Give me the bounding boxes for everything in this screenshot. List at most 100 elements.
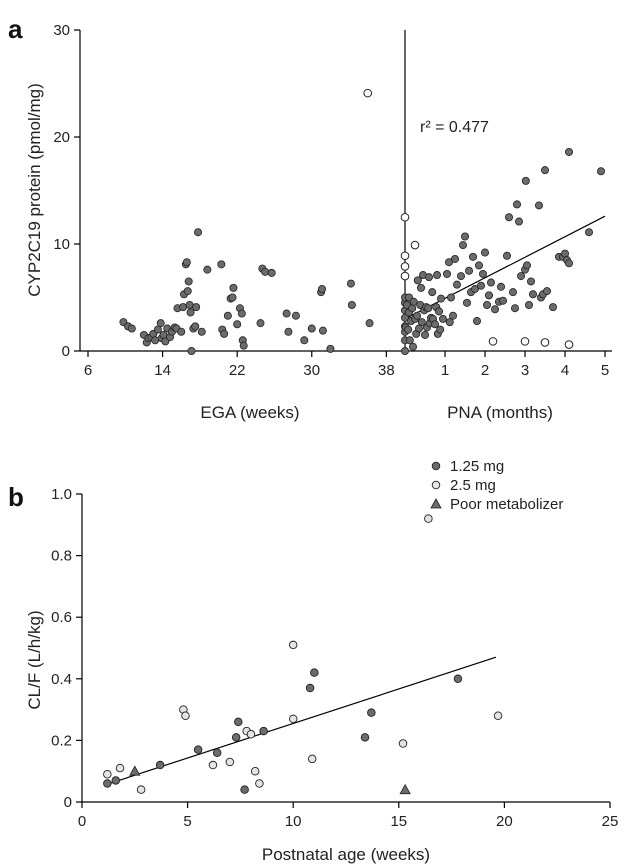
- panel-a-point: [585, 228, 594, 237]
- panel-a-x-axis-title-ega: EGA (weeks): [200, 403, 299, 422]
- panel-a-point: [502, 251, 511, 260]
- panel-a-point: [486, 278, 495, 287]
- panel-b-1-25mg-point: [360, 733, 370, 742]
- panel-b-2-5mg-point: [136, 785, 146, 794]
- panel-b-poor-metabolizer-point: [129, 765, 141, 776]
- panel-b-x-axis-title: Postnatal age (weeks): [262, 845, 430, 864]
- panel-b-1-25mg-point: [310, 668, 319, 677]
- panel-a-x-tick-label: 6: [84, 362, 92, 379]
- panel-a-open-point: [363, 88, 373, 98]
- panel-a-point: [490, 305, 499, 314]
- panel-a-point: [565, 259, 574, 268]
- panel-b-x-tick-label: 20: [496, 813, 513, 830]
- panel-a-point: [468, 252, 477, 261]
- panel-a-x-tick-label: 4: [561, 362, 569, 379]
- panel-a-point: [517, 272, 526, 281]
- panel-a-point: [347, 300, 356, 309]
- panel-a-point: [496, 282, 505, 291]
- panel-a-point: [203, 265, 212, 274]
- panel-a-point: [416, 283, 425, 292]
- panel-a-point: [543, 287, 552, 296]
- panel-b-2-5mg-point: [288, 640, 298, 650]
- panel-b-y-tick-label: 0: [64, 794, 72, 811]
- panel-a-point: [565, 147, 574, 156]
- panel-a-point: [482, 300, 491, 309]
- panel-a-open-point: [400, 212, 410, 222]
- panel-a-point: [446, 293, 455, 302]
- panel-a-point: [478, 269, 487, 278]
- panel-a-point: [307, 324, 316, 333]
- r-squared-annotation: r² = 0.477: [420, 119, 489, 136]
- panel-a-point: [346, 279, 355, 288]
- panel-a-open-point: [400, 262, 410, 271]
- panel-a-point: [408, 342, 417, 351]
- panel-a-point: [413, 276, 422, 285]
- panel-a-point: [508, 288, 517, 297]
- panel-b-1-25mg-point: [193, 745, 203, 754]
- panel-a-point: [424, 304, 433, 313]
- panel-a-trend-line: [404, 215, 606, 320]
- panel-a-point: [184, 277, 193, 286]
- panel-b-1-25mg-point: [212, 748, 222, 757]
- panel-a-open-point: [520, 337, 530, 346]
- panel-b-2-5mg-point: [115, 763, 125, 773]
- panel-a-point: [420, 330, 429, 339]
- panel-a-x-tick-label: 14: [154, 362, 171, 379]
- panel-b-2-5mg-point: [398, 739, 408, 748]
- panel-b-1-25mg-point: [234, 717, 243, 727]
- panel-a-point: [179, 303, 188, 312]
- panel-a-point: [405, 336, 414, 345]
- panel-a-x-axis-title-pna: PNA (months): [447, 403, 553, 422]
- panel-a-point: [237, 309, 246, 318]
- panel-a-point: [256, 319, 265, 328]
- panel-a-point: [177, 327, 186, 336]
- panel-a-point: [191, 322, 200, 331]
- panel-a-point: [430, 320, 439, 329]
- panel-a-point: [432, 271, 441, 280]
- panel-b-1-25mg-point: [103, 779, 112, 788]
- panel-b-y-axis-title: CL/F (L/h/kg): [25, 610, 44, 709]
- panel-a-point: [442, 269, 451, 278]
- panel-a-point: [464, 266, 473, 275]
- legend-label: 1.25 mg: [450, 458, 504, 475]
- panel-b-y-tick-label: 0.2: [51, 732, 72, 749]
- panel-b-2-5mg-point: [255, 779, 264, 788]
- panel-a-point: [229, 283, 238, 292]
- panel-b-1-25mg-point: [240, 785, 249, 794]
- panel-a-point: [223, 311, 232, 320]
- panel-a-point: [300, 336, 309, 345]
- panel-a-point: [458, 241, 467, 250]
- legend: 1.25 mg 2.5 mg Poor metabolizer: [430, 458, 563, 513]
- panel-a-y-tick-label: 0: [62, 343, 70, 360]
- panel-b-1-25mg-point: [155, 760, 165, 770]
- panel-a-x-tick-label: 22: [229, 362, 246, 379]
- panel-a-x-tick-label: 1: [441, 362, 449, 379]
- panel-a-open-point: [564, 340, 574, 349]
- panel-a-point: [428, 288, 437, 297]
- panel-a-point: [267, 268, 276, 277]
- panel-a-point: [156, 319, 165, 328]
- panel-a-point: [409, 297, 418, 306]
- legend-marker: [431, 461, 441, 471]
- panel-b-2-5mg-point: [246, 729, 256, 739]
- panel-b-x-tick-label: 15: [390, 813, 407, 830]
- panel-a-point: [282, 309, 291, 318]
- panel-b-1-25mg-point: [111, 776, 121, 785]
- panel-a-point: [434, 307, 443, 316]
- panel-a-x-tick-label: 38: [378, 362, 395, 379]
- legend-marker: [430, 498, 442, 509]
- panel-b-1-25mg-point: [453, 674, 463, 684]
- panel-a-x-tick-label: 2: [481, 362, 489, 379]
- panel-a-y-tick-label: 20: [53, 129, 70, 146]
- panel-b-2-5mg-point: [181, 711, 190, 721]
- panel-a-point: [450, 254, 459, 263]
- panel-a-point: [444, 258, 453, 267]
- panel-a-point: [228, 293, 237, 302]
- panel-b-1-25mg-point: [367, 708, 376, 717]
- panel-a-chart: 0 10 20 30 6 14 22 30 38 1 2 3 4 5: [53, 22, 612, 379]
- panel-a-point: [291, 311, 300, 320]
- panel-a-point: [525, 300, 534, 309]
- panel-b-2-5mg-point: [307, 754, 317, 764]
- panel-a-point: [192, 303, 201, 312]
